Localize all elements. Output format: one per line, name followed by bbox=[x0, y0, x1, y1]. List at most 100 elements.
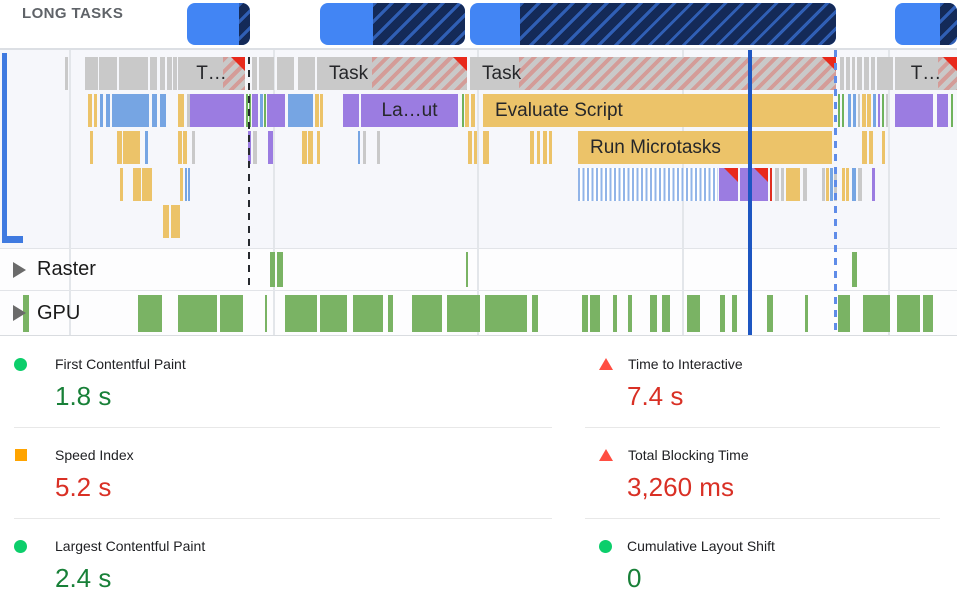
flame-segment[interactable] bbox=[867, 94, 871, 127]
flame-segment[interactable] bbox=[183, 131, 187, 164]
flame-segment[interactable] bbox=[133, 168, 141, 201]
flame-segment[interactable] bbox=[268, 131, 273, 164]
gpu-activity-bar[interactable] bbox=[265, 295, 267, 332]
flame-segment[interactable] bbox=[94, 94, 97, 127]
flame-segment[interactable] bbox=[838, 94, 840, 127]
flame-segment[interactable] bbox=[249, 94, 251, 127]
flame-segment[interactable] bbox=[830, 168, 833, 201]
flame-segment[interactable]: La…ut bbox=[361, 94, 458, 127]
gpu-activity-bar[interactable] bbox=[320, 295, 347, 332]
gpu-activity-bar[interactable] bbox=[628, 295, 632, 332]
flame-segment[interactable] bbox=[180, 168, 183, 201]
gpu-activity-bar[interactable] bbox=[285, 295, 317, 332]
flame-segment[interactable] bbox=[852, 168, 856, 201]
flame-segment[interactable] bbox=[877, 57, 893, 90]
flame-segment[interactable] bbox=[719, 168, 738, 201]
flame-segment[interactable] bbox=[160, 57, 165, 90]
gpu-activity-bar[interactable] bbox=[923, 295, 933, 332]
flame-segment[interactable] bbox=[543, 131, 547, 164]
flame-segment[interactable] bbox=[840, 57, 844, 90]
gpu-activity-bar[interactable] bbox=[220, 295, 243, 332]
flame-segment[interactable] bbox=[740, 168, 768, 201]
gpu-activity-bar[interactable] bbox=[897, 295, 920, 332]
flame-segment[interactable] bbox=[178, 94, 184, 127]
flame-segment[interactable] bbox=[862, 94, 866, 127]
flame-segment[interactable] bbox=[173, 57, 177, 90]
flame-segment[interactable] bbox=[882, 131, 885, 164]
flame-segment[interactable] bbox=[259, 57, 274, 90]
gpu-activity-bar[interactable] bbox=[178, 295, 217, 332]
flame-segment[interactable] bbox=[320, 94, 323, 127]
gpu-activity-bar[interactable] bbox=[838, 295, 850, 332]
expand-arrow-icon[interactable] bbox=[13, 305, 26, 321]
flame-segment[interactable] bbox=[826, 168, 829, 201]
gpu-activity-bar[interactable] bbox=[613, 295, 617, 332]
gpu-activity-bar[interactable] bbox=[532, 295, 538, 332]
flame-segment[interactable] bbox=[178, 131, 182, 164]
flame-segment[interactable] bbox=[298, 57, 315, 90]
flame-segment[interactable] bbox=[842, 168, 845, 201]
flame-segment[interactable] bbox=[842, 94, 844, 127]
flame-segment[interactable] bbox=[462, 94, 464, 127]
gpu-activity-bar[interactable] bbox=[732, 295, 737, 332]
gpu-activity-bar[interactable] bbox=[805, 295, 808, 332]
flame-segment[interactable]: T… bbox=[178, 57, 245, 90]
flame-segment[interactable]: Evaluate Script bbox=[483, 94, 833, 127]
flame-segment[interactable] bbox=[937, 94, 948, 127]
flame-segment[interactable] bbox=[846, 57, 850, 90]
gpu-activity-bar[interactable] bbox=[485, 295, 527, 332]
gpu-activity-bar[interactable] bbox=[412, 295, 442, 332]
flame-segment[interactable] bbox=[85, 57, 98, 90]
flame-segment[interactable] bbox=[308, 131, 313, 164]
flame-segment[interactable]: Task bbox=[317, 57, 467, 90]
flame-segment[interactable] bbox=[578, 168, 718, 201]
flame-segment[interactable] bbox=[145, 131, 148, 164]
flame-segment[interactable] bbox=[770, 168, 772, 201]
gpu-activity-bar[interactable] bbox=[138, 295, 162, 332]
long-task-bar[interactable] bbox=[470, 3, 836, 45]
flame-segment[interactable] bbox=[864, 57, 869, 90]
gpu-activity-bar[interactable] bbox=[582, 295, 588, 332]
long-task-bar[interactable] bbox=[320, 3, 465, 45]
flame-segment[interactable] bbox=[377, 131, 380, 164]
gpu-activity-bar[interactable] bbox=[23, 295, 29, 332]
flame-segment[interactable] bbox=[188, 168, 190, 201]
flame-segment[interactable] bbox=[252, 94, 258, 127]
raster-activity-bar[interactable] bbox=[466, 252, 468, 287]
flame-segment[interactable] bbox=[872, 168, 875, 201]
flame-segment[interactable] bbox=[853, 94, 856, 127]
flame-segment[interactable] bbox=[150, 57, 157, 90]
flame-segment[interactable] bbox=[260, 94, 263, 127]
gpu-activity-bar[interactable] bbox=[767, 295, 773, 332]
flame-segment[interactable] bbox=[358, 131, 360, 164]
flame-segment[interactable] bbox=[858, 94, 860, 127]
flame-segment[interactable] bbox=[343, 94, 359, 127]
flame-segment[interactable] bbox=[537, 131, 540, 164]
raster-activity-bar[interactable] bbox=[277, 252, 283, 287]
flame-segment[interactable] bbox=[106, 94, 110, 127]
flame-segment[interactable] bbox=[803, 168, 807, 201]
flame-segment[interactable] bbox=[167, 57, 172, 90]
flame-segment[interactable] bbox=[882, 94, 884, 127]
flame-segment[interactable] bbox=[549, 131, 552, 164]
expand-arrow-icon[interactable] bbox=[13, 261, 26, 278]
flame-segment[interactable] bbox=[857, 57, 862, 90]
raster-activity-bar[interactable] bbox=[270, 252, 275, 287]
flame-segment[interactable] bbox=[185, 168, 187, 201]
flame-segment[interactable] bbox=[267, 94, 285, 127]
flame-segment[interactable] bbox=[873, 94, 876, 127]
gpu-activity-bar[interactable] bbox=[662, 295, 670, 332]
flame-segment[interactable] bbox=[858, 168, 862, 201]
flame-segment[interactable] bbox=[120, 168, 123, 201]
flame-segment[interactable] bbox=[822, 168, 825, 201]
flame-segment[interactable] bbox=[123, 131, 140, 164]
flame-segment[interactable] bbox=[190, 94, 244, 127]
long-task-bar[interactable] bbox=[187, 3, 250, 45]
flame-segment[interactable] bbox=[317, 131, 320, 164]
flame-segment[interactable] bbox=[264, 94, 266, 127]
flame-segment[interactable] bbox=[465, 94, 469, 127]
flame-segment[interactable] bbox=[886, 94, 888, 127]
flame-segment[interactable] bbox=[878, 94, 880, 127]
flame-segment[interactable] bbox=[117, 131, 122, 164]
gpu-activity-bar[interactable] bbox=[720, 295, 725, 332]
